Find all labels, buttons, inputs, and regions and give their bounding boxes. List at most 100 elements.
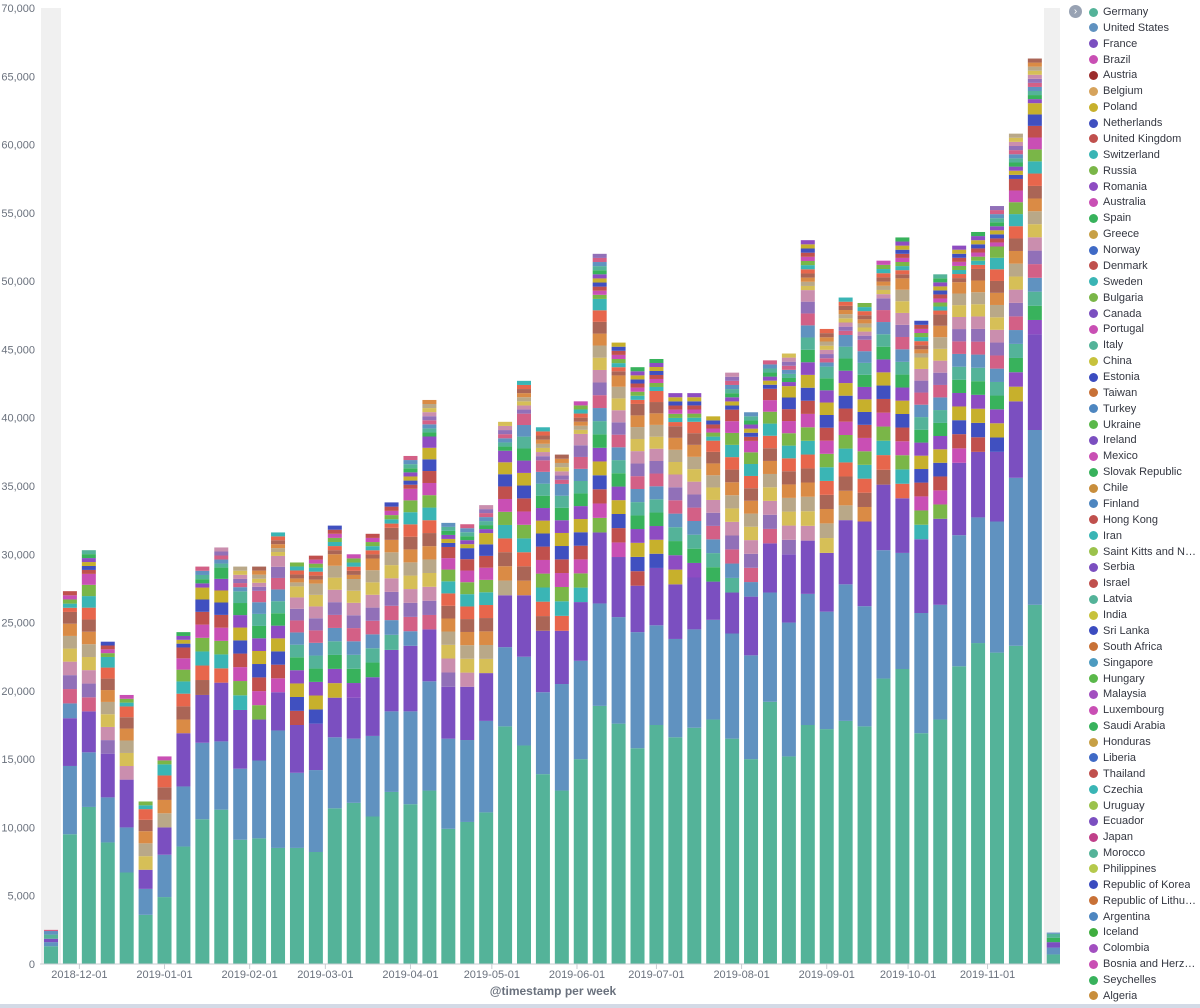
bar-segment-other[interactable] (138, 831, 153, 844)
bar-segment-united-states[interactable] (554, 684, 569, 791)
bar-segment-france[interactable] (895, 498, 910, 553)
bar-segment-other[interactable] (384, 519, 399, 524)
bar-segment-other[interactable] (554, 507, 569, 521)
bar-segment-other[interactable] (289, 566, 304, 571)
bar-segment-other[interactable] (346, 602, 361, 616)
bar-segment-other[interactable] (800, 413, 815, 428)
bar-segment-other[interactable] (914, 482, 929, 497)
bar-stack[interactable] (195, 566, 210, 964)
bar-segment-other[interactable] (857, 323, 872, 328)
bar-segment-other[interactable] (630, 476, 645, 490)
bar-segment-other[interactable] (668, 527, 683, 542)
bar-segment-other[interactable] (327, 533, 342, 538)
bar-segment-other[interactable] (800, 260, 815, 266)
bar-segment-other[interactable] (649, 390, 664, 403)
bar-segment-other[interactable] (62, 675, 77, 690)
bar-segment-germany[interactable] (422, 790, 437, 964)
bar-segment-other[interactable] (517, 393, 531, 398)
legend-item[interactable]: Spain (1089, 210, 1200, 226)
bar-segment-other[interactable] (933, 314, 948, 326)
bar-segment-other[interactable] (611, 422, 626, 435)
bar-segment-other[interactable] (914, 429, 929, 443)
bar-segment-other[interactable] (762, 514, 777, 529)
bar-segment-other[interactable] (762, 528, 777, 544)
bar-segment-france[interactable] (100, 753, 115, 798)
bar-segment-other[interactable] (592, 253, 607, 258)
bar-segment-other[interactable] (44, 929, 58, 932)
bar-segment-other[interactable] (573, 445, 588, 457)
bar-segment-other[interactable] (233, 578, 248, 584)
bar-segment-other[interactable] (498, 438, 513, 443)
bar-segment-united-states[interactable] (857, 606, 872, 727)
bar-segment-united-states[interactable] (706, 619, 721, 720)
bar-segment-france[interactable] (81, 711, 96, 753)
bar-segment-germany[interactable] (308, 852, 323, 964)
bar-segment-other[interactable] (252, 566, 267, 571)
bar-segment-other[interactable] (838, 334, 853, 347)
bar-segment-other[interactable] (668, 462, 683, 475)
bar-segment-other[interactable] (762, 423, 777, 436)
bar-segment-other[interactable] (460, 645, 475, 659)
bar-segment-france[interactable] (649, 567, 664, 626)
bar-segment-other[interactable] (649, 424, 664, 437)
bar-segment-other[interactable] (1027, 125, 1042, 138)
legend-item[interactable]: Slovak Republic (1089, 464, 1200, 480)
bar-segment-other[interactable] (289, 657, 304, 671)
bar-segment-other[interactable] (1027, 264, 1042, 278)
bar-segment-other[interactable] (195, 624, 210, 638)
bar-segment-other[interactable] (535, 508, 550, 521)
bar-segment-other[interactable] (346, 570, 361, 575)
bar-segment-other[interactable] (327, 550, 342, 555)
bar-segment-other[interactable] (233, 591, 248, 604)
bar-segment-other[interactable] (365, 648, 380, 663)
bar-segment-other[interactable] (1008, 162, 1023, 167)
bar-segment-other[interactable] (233, 583, 248, 588)
bar-segment-other[interactable] (971, 437, 986, 452)
bar-segment-other[interactable] (271, 552, 286, 556)
bar-segment-other[interactable] (214, 668, 229, 683)
bar-segment-other[interactable] (403, 460, 418, 465)
bar-segment-france[interactable] (706, 581, 721, 620)
bar-segment-other[interactable] (781, 458, 796, 472)
bar-segment-other[interactable] (384, 634, 399, 650)
legend-item[interactable]: Estonia (1089, 369, 1200, 385)
bar-segment-other[interactable] (611, 500, 626, 515)
bar-segment-other[interactable] (819, 341, 834, 346)
bar-segment-other[interactable] (914, 357, 929, 369)
bar-segment-other[interactable] (933, 290, 948, 295)
bar-segment-other[interactable] (176, 632, 191, 636)
bar-segment-france[interactable] (573, 602, 588, 661)
bar-segment-other[interactable] (214, 640, 229, 655)
bar-segment-other[interactable] (535, 520, 550, 534)
bar-segment-other[interactable] (952, 278, 967, 283)
bar-segment-other[interactable] (990, 280, 1004, 293)
bar-segment-other[interactable] (119, 702, 134, 707)
bar-segment-other[interactable] (819, 427, 834, 441)
bar-segment-other[interactable] (1027, 291, 1042, 306)
bar-segment-other[interactable] (592, 298, 607, 311)
bar-segment-other[interactable] (800, 349, 815, 363)
bar-segment-germany[interactable] (990, 652, 1004, 964)
legend-item[interactable]: Netherlands (1089, 115, 1200, 131)
bar-segment-other[interactable] (668, 422, 683, 427)
bar-segment-other[interactable] (971, 328, 986, 342)
bar-segment-other[interactable] (308, 594, 323, 607)
bar-segment-other[interactable] (744, 416, 759, 421)
bar-segment-united-states[interactable] (44, 942, 58, 947)
bar-segment-united-states[interactable] (535, 692, 550, 775)
bar-segment-other[interactable] (289, 586, 304, 598)
bar-segment-other[interactable] (630, 375, 645, 380)
bar-segment-other[interactable] (573, 417, 588, 422)
bar-segment-other[interactable] (214, 555, 229, 560)
bar-segment-other[interactable] (876, 359, 891, 373)
bar-segment-other[interactable] (744, 526, 759, 541)
bar-stack[interactable] (952, 245, 967, 964)
legend-item[interactable]: Luxembourg (1089, 702, 1200, 718)
bar-segment-other[interactable] (952, 293, 967, 306)
bar-segment-germany[interactable] (460, 821, 475, 964)
bar-segment-other[interactable] (781, 386, 796, 398)
bar-segment-other[interactable] (573, 506, 588, 520)
bar-segment-germany[interactable] (346, 802, 361, 964)
bar-segment-other[interactable] (895, 266, 910, 271)
bar-segment-other[interactable] (573, 468, 588, 482)
